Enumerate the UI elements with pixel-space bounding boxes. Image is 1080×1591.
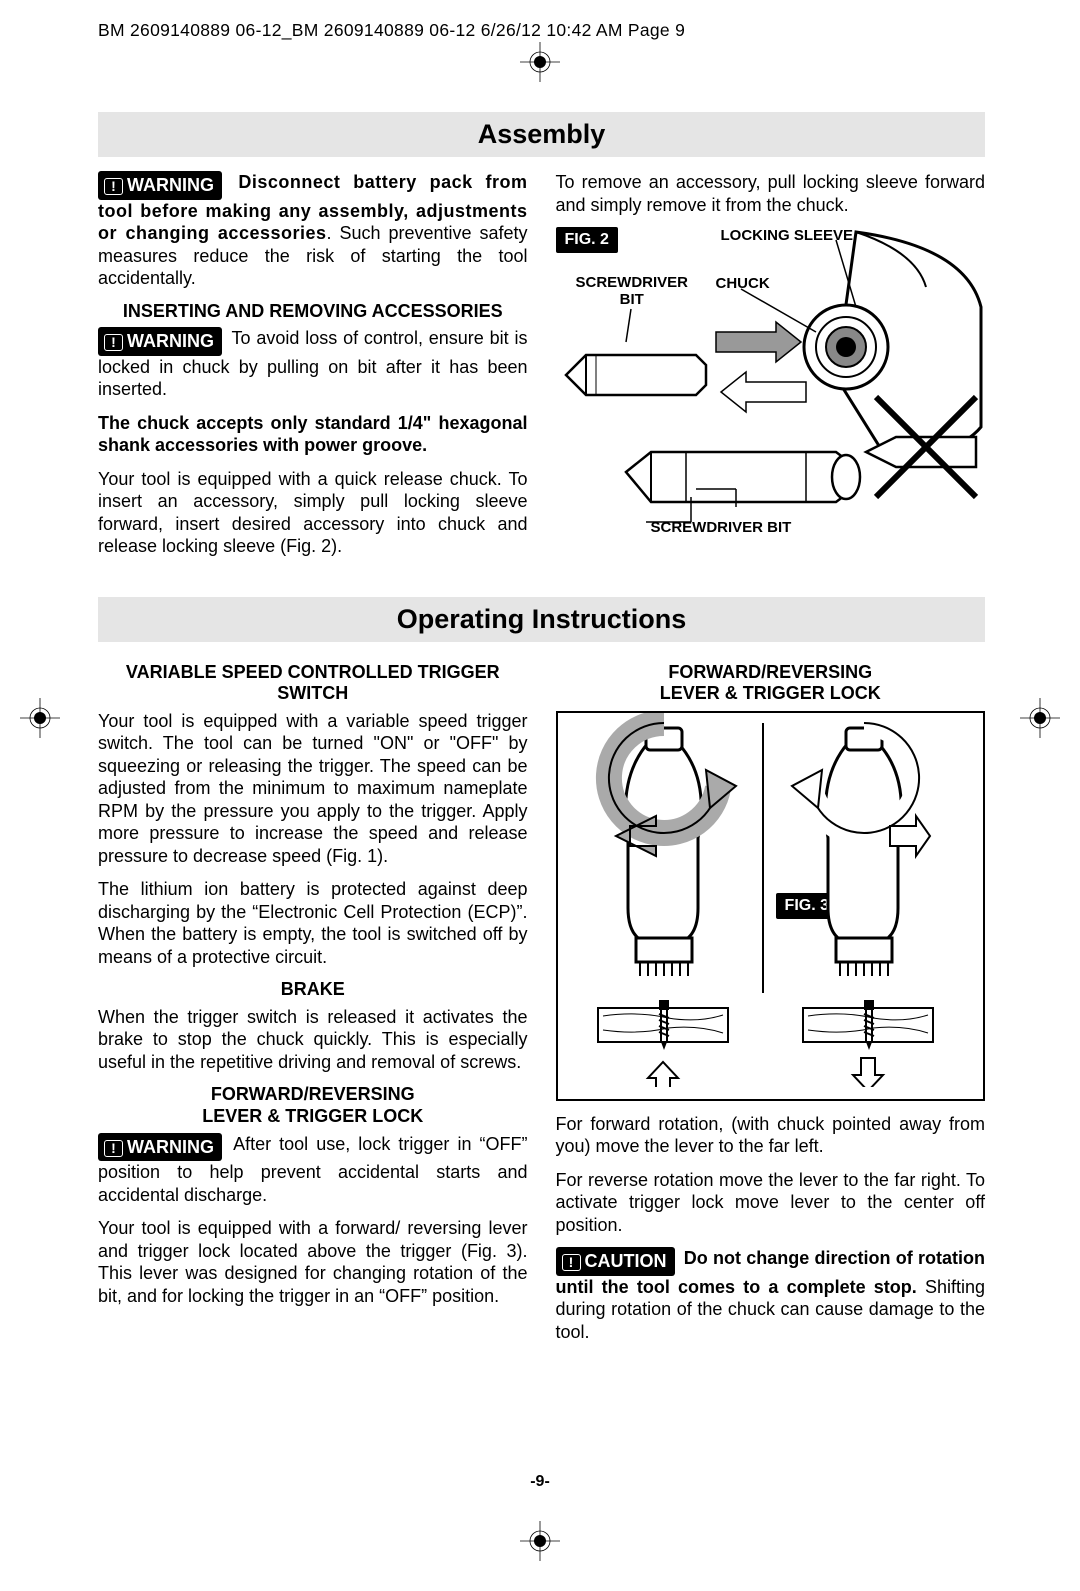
page: BM 2609140889 06-12_BM 2609140889 06-12 … <box>0 0 1080 1591</box>
registration-mark-right <box>1020 698 1060 743</box>
operating-right-col: FORWARD/REVERSINGLEVER & TRIGGER LOCK FI… <box>556 656 986 1355</box>
op-para-lever: Your tool is equipped with a forward/ re… <box>98 1217 528 1307</box>
section-title-operating: Operating Instructions <box>98 597 985 642</box>
figure-3-diagram: FIG. 3 <box>556 711 986 1101</box>
assembly-right-col: To remove an accessory, pull locking sle… <box>556 171 986 569</box>
op-subhead-brake: BRAKE <box>98 979 528 1001</box>
assembly-columns: WARNING Disconnect battery pack from too… <box>98 171 985 569</box>
operating-left-col: VARIABLE SPEED CONTROLLED TRIGGER SWITCH… <box>98 656 528 1355</box>
op-para-trigger: Your tool is equipped with a variable sp… <box>98 710 528 868</box>
fig2-svg <box>556 227 986 547</box>
fig3-svg <box>558 713 968 1087</box>
assembly-right-para1: To remove an accessory, pull locking sle… <box>556 171 986 216</box>
registration-mark-bottom <box>520 1521 560 1561</box>
assembly-warning-1: WARNING Disconnect battery pack from too… <box>98 171 528 290</box>
assembly-warning-2: WARNING To avoid loss of control, ensure… <box>98 327 528 401</box>
op-para-brake: When the trigger switch is released it a… <box>98 1006 528 1074</box>
op-right-subhead: FORWARD/REVERSINGLEVER & TRIGGER LOCK <box>556 662 986 705</box>
warning-tag: WARNING <box>98 327 222 356</box>
op-warning-lever: WARNING After tool use, lock trigger in … <box>98 1133 528 1207</box>
registration-mark-left <box>20 698 60 743</box>
op-subhead-trigger: VARIABLE SPEED CONTROLLED TRIGGER SWITCH <box>98 662 528 705</box>
op-subhead-lever: FORWARD/REVERSINGLEVER & TRIGGER LOCK <box>98 1084 528 1127</box>
assembly-left-col: WARNING Disconnect battery pack from too… <box>98 171 528 569</box>
page-number: -9- <box>0 1473 1080 1491</box>
op-right-para1: For forward rotation, (with chuck pointe… <box>556 1113 986 1158</box>
operating-columns: VARIABLE SPEED CONTROLLED TRIGGER SWITCH… <box>98 656 985 1355</box>
figure-2-diagram: FIG. 2 LOCKING SLEEVE CHUCK SCREWDRIVERB… <box>556 227 986 547</box>
assembly-subhead-inserting: INSERTING AND REMOVING ACCESSORIES <box>98 301 528 323</box>
header-line: BM 2609140889 06-12_BM 2609140889 06-12 … <box>98 20 685 41</box>
op-para-ecp: The lithium ion battery is protected aga… <box>98 878 528 968</box>
warning-tag: WARNING <box>98 1133 222 1162</box>
content: Assembly WARNING Disconnect battery pack… <box>98 112 985 1354</box>
assembly-para-quickrelease: Your tool is equipped with a quick relea… <box>98 468 528 558</box>
registration-mark-top <box>520 42 560 82</box>
op-caution: CAUTION Do not change direction of rotat… <box>556 1247 986 1343</box>
assembly-bold-chuck: The chuck accepts only standard 1/4" hex… <box>98 412 528 457</box>
caution-tag: CAUTION <box>556 1247 675 1276</box>
section-title-assembly: Assembly <box>98 112 985 157</box>
op-right-para2: For reverse rotation move the lever to t… <box>556 1169 986 1237</box>
warning-tag: WARNING <box>98 171 222 200</box>
